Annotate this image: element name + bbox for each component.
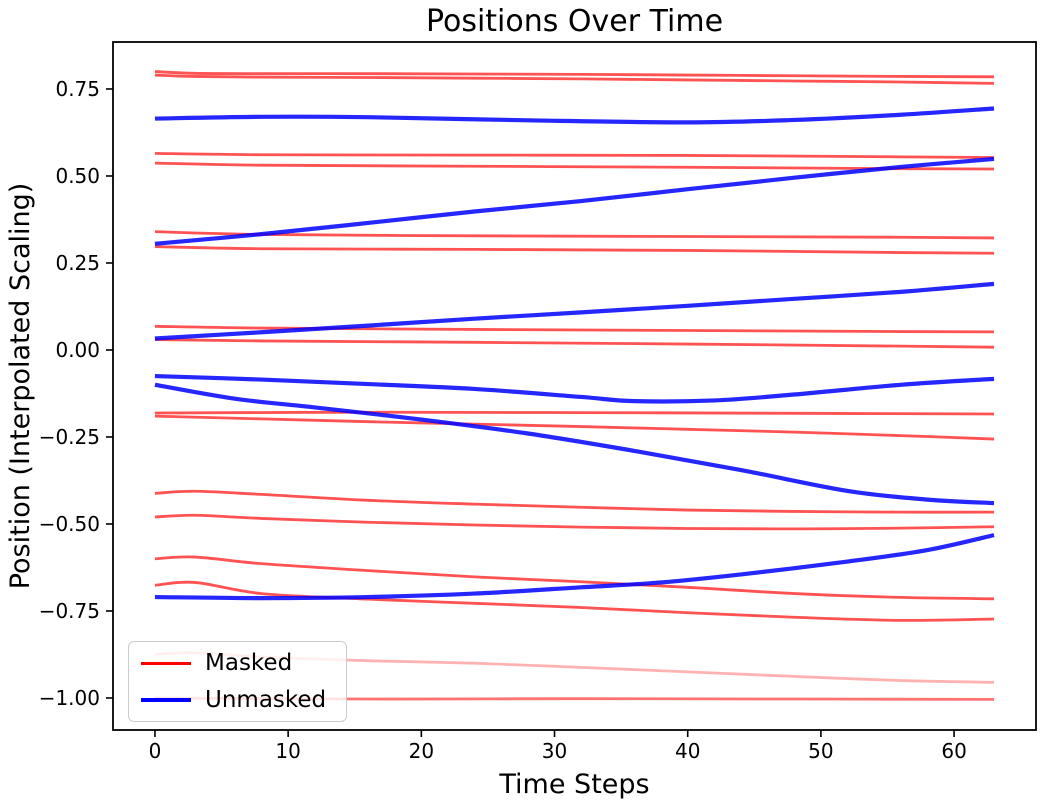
y-tick-label: −0.75: [39, 599, 100, 623]
unmasked-line: [154, 533, 995, 601]
masked-line: [154, 489, 995, 514]
legend-item-unmasked: Unmasked: [141, 687, 334, 713]
legend-label-unmasked: Unmasked: [205, 687, 327, 713]
masked-line: [154, 513, 995, 531]
masked-line-swatch: [141, 661, 191, 665]
y-tick-label: −1.00: [39, 686, 100, 710]
plot-border: [112, 41, 1037, 731]
unmasked-line: [154, 382, 995, 506]
masked-line: [154, 580, 995, 622]
x-tick-label: 0: [149, 739, 162, 763]
masked-line: [154, 338, 995, 349]
y-tick-label: 0.25: [55, 251, 100, 275]
unmasked-line: [154, 281, 995, 341]
unmasked-line: [154, 373, 995, 404]
y-tick-label: 0.00: [55, 338, 100, 362]
x-axis-label: Time Steps: [499, 769, 650, 800]
x-tick-label: 20: [409, 739, 434, 763]
x-tick-label: 50: [808, 739, 833, 763]
chart-title: Positions Over Time: [425, 4, 724, 39]
masked-line: [154, 410, 995, 416]
y-tick-label: 0.50: [55, 164, 100, 188]
masked-line: [154, 414, 995, 441]
y-tick-label: 0.75: [55, 77, 100, 101]
masked-line: [154, 73, 995, 85]
y-axis-label: Position (Interpolated Scaling): [5, 182, 36, 590]
masked-line: [154, 324, 995, 334]
x-tick-label: 10: [275, 739, 300, 763]
masked-line: [154, 151, 995, 159]
unmasked-line: [154, 106, 995, 125]
y-tick-label: −0.50: [39, 512, 100, 536]
unmasked-line: [154, 156, 995, 246]
x-tick-label: 30: [542, 739, 567, 763]
masked-line: [154, 555, 995, 601]
legend-item-masked: Masked: [141, 650, 334, 676]
x-tick-label: 60: [941, 739, 966, 763]
legend-box: Masked Unmasked: [128, 641, 347, 722]
x-tick-label: 40: [675, 739, 700, 763]
masked-line: [154, 70, 995, 79]
unmasked-line-swatch: [141, 698, 191, 702]
y-tick-label: −0.25: [39, 425, 100, 449]
legend-label-masked: Masked: [205, 650, 293, 676]
masked-line: [154, 245, 995, 255]
